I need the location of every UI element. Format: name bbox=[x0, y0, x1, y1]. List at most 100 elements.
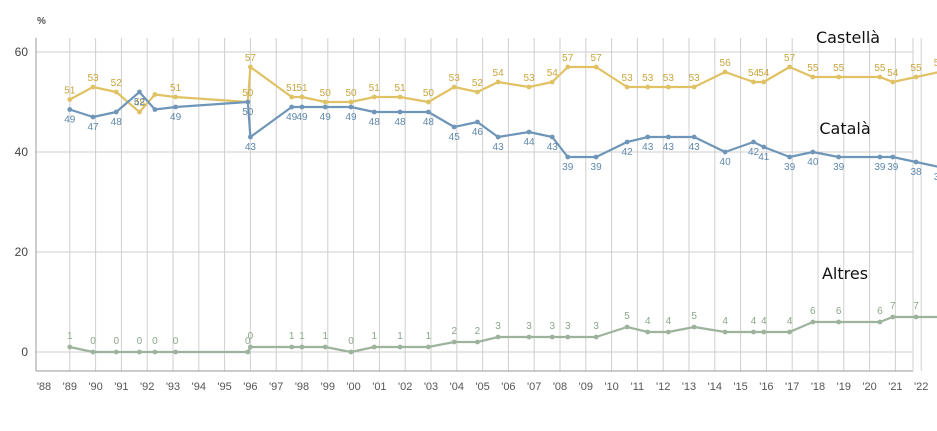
data-label-castella: 57 bbox=[591, 53, 603, 64]
data-point-castella bbox=[173, 94, 178, 100]
x-tick-label: '94 bbox=[192, 381, 206, 393]
data-point-altres bbox=[624, 324, 630, 330]
data-label-castella: 50 bbox=[345, 88, 357, 99]
data-label-altres: 4 bbox=[761, 316, 767, 327]
data-label-altres: 3 bbox=[526, 321, 532, 332]
data-label-altres: 3 bbox=[565, 321, 571, 332]
x-tick-label: '09 bbox=[579, 381, 593, 393]
x-tick-label: '16 bbox=[759, 381, 773, 393]
data-point-catala bbox=[526, 129, 532, 135]
data-point-castella bbox=[397, 94, 403, 100]
series-line-altres bbox=[69, 315, 937, 354]
data-label-catala: 37 bbox=[934, 172, 937, 183]
data-point-altres bbox=[761, 329, 767, 335]
data-label-castella: 50 bbox=[423, 88, 435, 99]
data-point-catala bbox=[549, 134, 555, 140]
data-point-altres bbox=[836, 319, 842, 325]
x-tick-label: '15 bbox=[733, 381, 747, 393]
data-point-catala bbox=[787, 154, 793, 160]
data-point-castella bbox=[624, 84, 630, 90]
data-point-castella bbox=[426, 99, 431, 105]
data-point-altres bbox=[475, 339, 480, 345]
data-label-castella: 55 bbox=[807, 63, 819, 74]
data-label-altres: 2 bbox=[451, 326, 457, 337]
data-label-catala: 40 bbox=[720, 157, 732, 168]
data-label-catala: 39 bbox=[874, 162, 886, 173]
data-point-altres bbox=[526, 334, 532, 340]
data-point-altres bbox=[152, 349, 158, 355]
data-point-castella bbox=[152, 92, 158, 97]
y-tick-label: 60 bbox=[15, 45, 29, 59]
data-point-altres bbox=[451, 339, 457, 345]
data-point-altres bbox=[593, 334, 599, 340]
data-point-castella bbox=[549, 79, 555, 85]
data-label-castella: 48 bbox=[134, 98, 146, 109]
data-label-altres: 5 bbox=[624, 311, 630, 322]
data-point-castella bbox=[248, 64, 253, 70]
data-label-castella: 50 bbox=[320, 88, 332, 99]
data-point-castella bbox=[787, 64, 793, 70]
data-label-catala: 52 bbox=[134, 97, 146, 108]
x-tick-label: '95 bbox=[217, 381, 231, 393]
data-point-catala bbox=[913, 159, 919, 165]
data-label-catala: 49 bbox=[345, 112, 357, 123]
data-point-altres bbox=[549, 334, 555, 340]
data-label-altres: 6 bbox=[836, 306, 842, 317]
plot-frame bbox=[35, 38, 914, 372]
data-point-altres bbox=[787, 329, 793, 335]
data-point-catala bbox=[90, 114, 96, 120]
data-label-altres: 1 bbox=[426, 331, 432, 342]
data-label-castella: 51 bbox=[170, 83, 182, 94]
data-point-catala bbox=[426, 109, 431, 115]
data-point-altres bbox=[299, 344, 305, 350]
data-point-altres bbox=[248, 344, 253, 350]
x-tick-label: '01 bbox=[372, 381, 386, 393]
x-tick-label: '99 bbox=[321, 381, 335, 393]
data-label-catala: 38 bbox=[910, 167, 922, 178]
data-point-altres bbox=[397, 344, 403, 350]
data-point-altres bbox=[348, 349, 354, 355]
data-point-catala bbox=[137, 89, 142, 95]
data-label-catala: 46 bbox=[472, 127, 484, 138]
data-label-castella: 50 bbox=[242, 88, 254, 99]
data-label-catala: 49 bbox=[286, 112, 298, 123]
series-lines bbox=[69, 65, 937, 354]
x-tick-label: '08 bbox=[553, 381, 567, 393]
data-point-castella bbox=[137, 109, 142, 115]
data-label-catala: 50 bbox=[242, 107, 254, 118]
x-tick-label: '91 bbox=[114, 381, 128, 393]
data-point-castella bbox=[593, 64, 599, 70]
y-tick-label: 40 bbox=[15, 145, 29, 159]
data-label-catala: 48 bbox=[369, 117, 381, 128]
x-tick-label: '19 bbox=[837, 381, 851, 393]
data-point-castella bbox=[890, 79, 896, 85]
data-label-catala: 45 bbox=[449, 132, 461, 143]
data-point-altres bbox=[722, 329, 728, 335]
data-point-catala bbox=[322, 104, 328, 110]
series-title-catala: Català bbox=[819, 119, 870, 138]
data-label-castella: 54 bbox=[748, 68, 760, 79]
data-label-altres: 4 bbox=[751, 316, 757, 327]
data-point-castella bbox=[67, 97, 73, 102]
data-label-altres: 1 bbox=[289, 331, 295, 342]
data-point-catala bbox=[645, 134, 651, 140]
data-point-castella bbox=[691, 84, 697, 90]
data-label-castella: 53 bbox=[449, 73, 461, 84]
data-point-castella bbox=[645, 84, 651, 90]
data-label-catala: 41 bbox=[758, 152, 770, 163]
data-point-catala bbox=[67, 107, 73, 112]
x-tick-label: '96 bbox=[243, 381, 257, 393]
data-label-altres: 0 bbox=[173, 336, 179, 347]
data-point-castella bbox=[371, 94, 377, 100]
x-tick-label: '22 bbox=[914, 381, 928, 393]
data-label-altres: 6 bbox=[877, 306, 883, 317]
data-point-altres bbox=[751, 329, 756, 335]
x-tick-label: '97 bbox=[269, 381, 283, 393]
x-tick-label: '02 bbox=[398, 381, 412, 393]
data-point-altres bbox=[67, 344, 73, 350]
data-label-catala: 49 bbox=[64, 115, 76, 126]
y-unit-label: % bbox=[37, 16, 46, 27]
data-label-altres: 1 bbox=[299, 331, 305, 342]
data-point-castella bbox=[877, 74, 883, 80]
data-point-altres bbox=[113, 349, 119, 355]
